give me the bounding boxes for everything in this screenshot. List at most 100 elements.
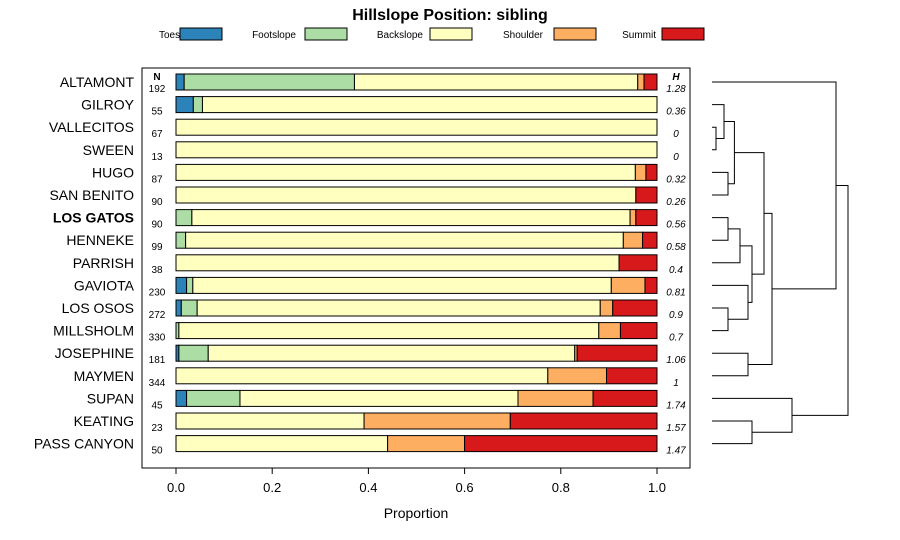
dendrogram-link <box>712 307 729 332</box>
entropy-label: 0.9 <box>669 310 683 321</box>
entropy-label: 0 <box>673 152 679 163</box>
bar-segment-shoulder <box>387 435 466 453</box>
bar-row-hugo: HUGO 87 0.32 <box>92 163 686 185</box>
category-label: SUPAN <box>87 390 134 406</box>
dendrogram-link <box>712 284 749 320</box>
legend: Toeslope Footslope Backslope Shoulder Summit <box>159 27 705 41</box>
bar-row-sween: SWEEN 13 0 <box>83 141 679 163</box>
entropy-label: 0.56 <box>666 220 686 231</box>
bar-segment-footslope <box>192 96 203 114</box>
bar-row-parrish: PARRISH 38 0.4 <box>73 254 683 276</box>
category-label: GAVIOTA <box>74 277 135 293</box>
dendrogram-link <box>712 171 729 196</box>
legend-swatch-backslope <box>429 27 473 41</box>
bar-segment-summit <box>605 367 658 385</box>
bar-segment-shoulder <box>629 209 637 227</box>
bar-segment-summit <box>644 276 658 294</box>
bar-segment-footslope <box>183 73 355 91</box>
dendrogram-link <box>740 245 753 303</box>
sample-size-label: 67 <box>151 129 163 140</box>
entropy-label: 1.28 <box>666 84 686 95</box>
category-label: LOS OSOS <box>62 300 134 316</box>
sample-size-label: 38 <box>151 265 163 276</box>
x-tick-label: 0.8 <box>552 480 570 495</box>
dendrogram-link <box>792 184 849 416</box>
category-label: PARRISH <box>73 255 134 271</box>
bar-segment-summit <box>618 254 658 272</box>
bar-row-millsholm: MILLSHOLM 330 0.7 <box>53 322 683 344</box>
category-label: HUGO <box>92 164 134 180</box>
entropy-label: 0.26 <box>666 197 686 208</box>
bar-segment-footslope <box>175 209 193 227</box>
bar-row-vallecitos: VALLECITOS 67 0 <box>49 118 679 140</box>
bar-segment-summit <box>635 209 658 227</box>
bar-segment-summit <box>642 231 658 249</box>
bar-segment-backslope <box>185 231 624 249</box>
sample-size-label: 50 <box>151 446 163 457</box>
legend-label-shoulder: Shoulder <box>503 30 544 41</box>
x-tick-label: 0.4 <box>359 480 377 495</box>
sample-size-label: 192 <box>149 84 166 95</box>
plot-panel <box>141 67 691 469</box>
bar-segment-footslope <box>186 276 194 294</box>
category-label: VALLECITOS <box>49 119 134 135</box>
entropy-label: 1 <box>673 378 679 389</box>
entropy-label: 0.32 <box>666 174 686 185</box>
category-label: SAN BENITO <box>49 187 134 203</box>
sample-size-label: 181 <box>149 355 166 366</box>
sample-size-label: 45 <box>151 400 163 411</box>
bar-segment-backslope <box>192 276 612 294</box>
h-header: H <box>672 72 680 83</box>
bar-segment-shoulder <box>363 412 511 430</box>
x-axis: 0.0 0.2 0.4 0.6 0.8 1.0 <box>167 468 666 495</box>
bar-segment-backslope <box>175 141 658 159</box>
bar-segment-backslope <box>175 435 389 453</box>
bar-segment-footslope <box>180 299 198 317</box>
bar-segment-toeslope <box>175 73 185 91</box>
bar-segment-footslope <box>175 231 187 249</box>
bar-segment-toeslope <box>175 389 188 407</box>
bar-rows: ALTAMONT 192 1.28 GILROY 55 0.36 VALLECITOS 67 0… <box>34 73 686 457</box>
bar-segment-footslope <box>178 344 209 362</box>
bar-segment-backslope <box>207 344 576 362</box>
bar-segment-backslope <box>196 299 601 317</box>
dendrogram <box>712 81 849 445</box>
bar-segment-summit <box>509 412 658 430</box>
category-label: ALTAMONT <box>60 74 135 90</box>
bar-segment-backslope <box>175 186 637 204</box>
bar-segment-shoulder <box>637 73 645 91</box>
bar-segment-backslope <box>178 322 600 340</box>
sample-size-label: 87 <box>151 174 163 185</box>
dendrogram-link <box>712 228 741 264</box>
entropy-label: 0.58 <box>666 242 686 253</box>
sample-size-label: 90 <box>151 197 163 208</box>
entropy-label: 1.74 <box>666 400 686 411</box>
legend-swatch-footslope <box>304 27 348 41</box>
x-tick-label: 0.2 <box>263 480 281 495</box>
category-label: HENNEKE <box>66 232 134 248</box>
sample-size-label: 90 <box>151 220 163 231</box>
bar-segment-shoulder <box>610 276 646 294</box>
category-label: GILROY <box>81 97 135 113</box>
bar-segment-shoulder <box>517 389 594 407</box>
bar-row-maymen: MAYMEN 344 1 <box>74 367 679 389</box>
x-axis-title: Proportion <box>384 505 449 521</box>
sample-size-label: 99 <box>151 242 163 253</box>
bar-segment-summit <box>645 163 658 181</box>
bar-segment-backslope <box>175 254 620 272</box>
bar-segment-backslope <box>175 367 549 385</box>
x-tick-label: 1.0 <box>648 480 666 495</box>
bar-segment-summit <box>643 73 658 91</box>
bar-segment-toeslope <box>175 299 182 317</box>
category-label: JOSEPHINE <box>55 345 134 361</box>
bar-segment-summit <box>592 389 658 407</box>
legend-label-backslope: Backslope <box>377 30 424 41</box>
bar-segment-summit <box>612 299 658 317</box>
bar-row-supan: SUPAN 45 1.74 <box>87 389 686 411</box>
bar-segment-shoulder <box>547 367 607 385</box>
bar-row-henneke: HENNEKE 99 0.58 <box>66 231 686 253</box>
bar-row-gaviota: GAVIOTA 230 0.81 <box>74 276 686 298</box>
sample-size-label: 55 <box>151 107 163 118</box>
legend-label-summit: Summit <box>622 30 656 41</box>
